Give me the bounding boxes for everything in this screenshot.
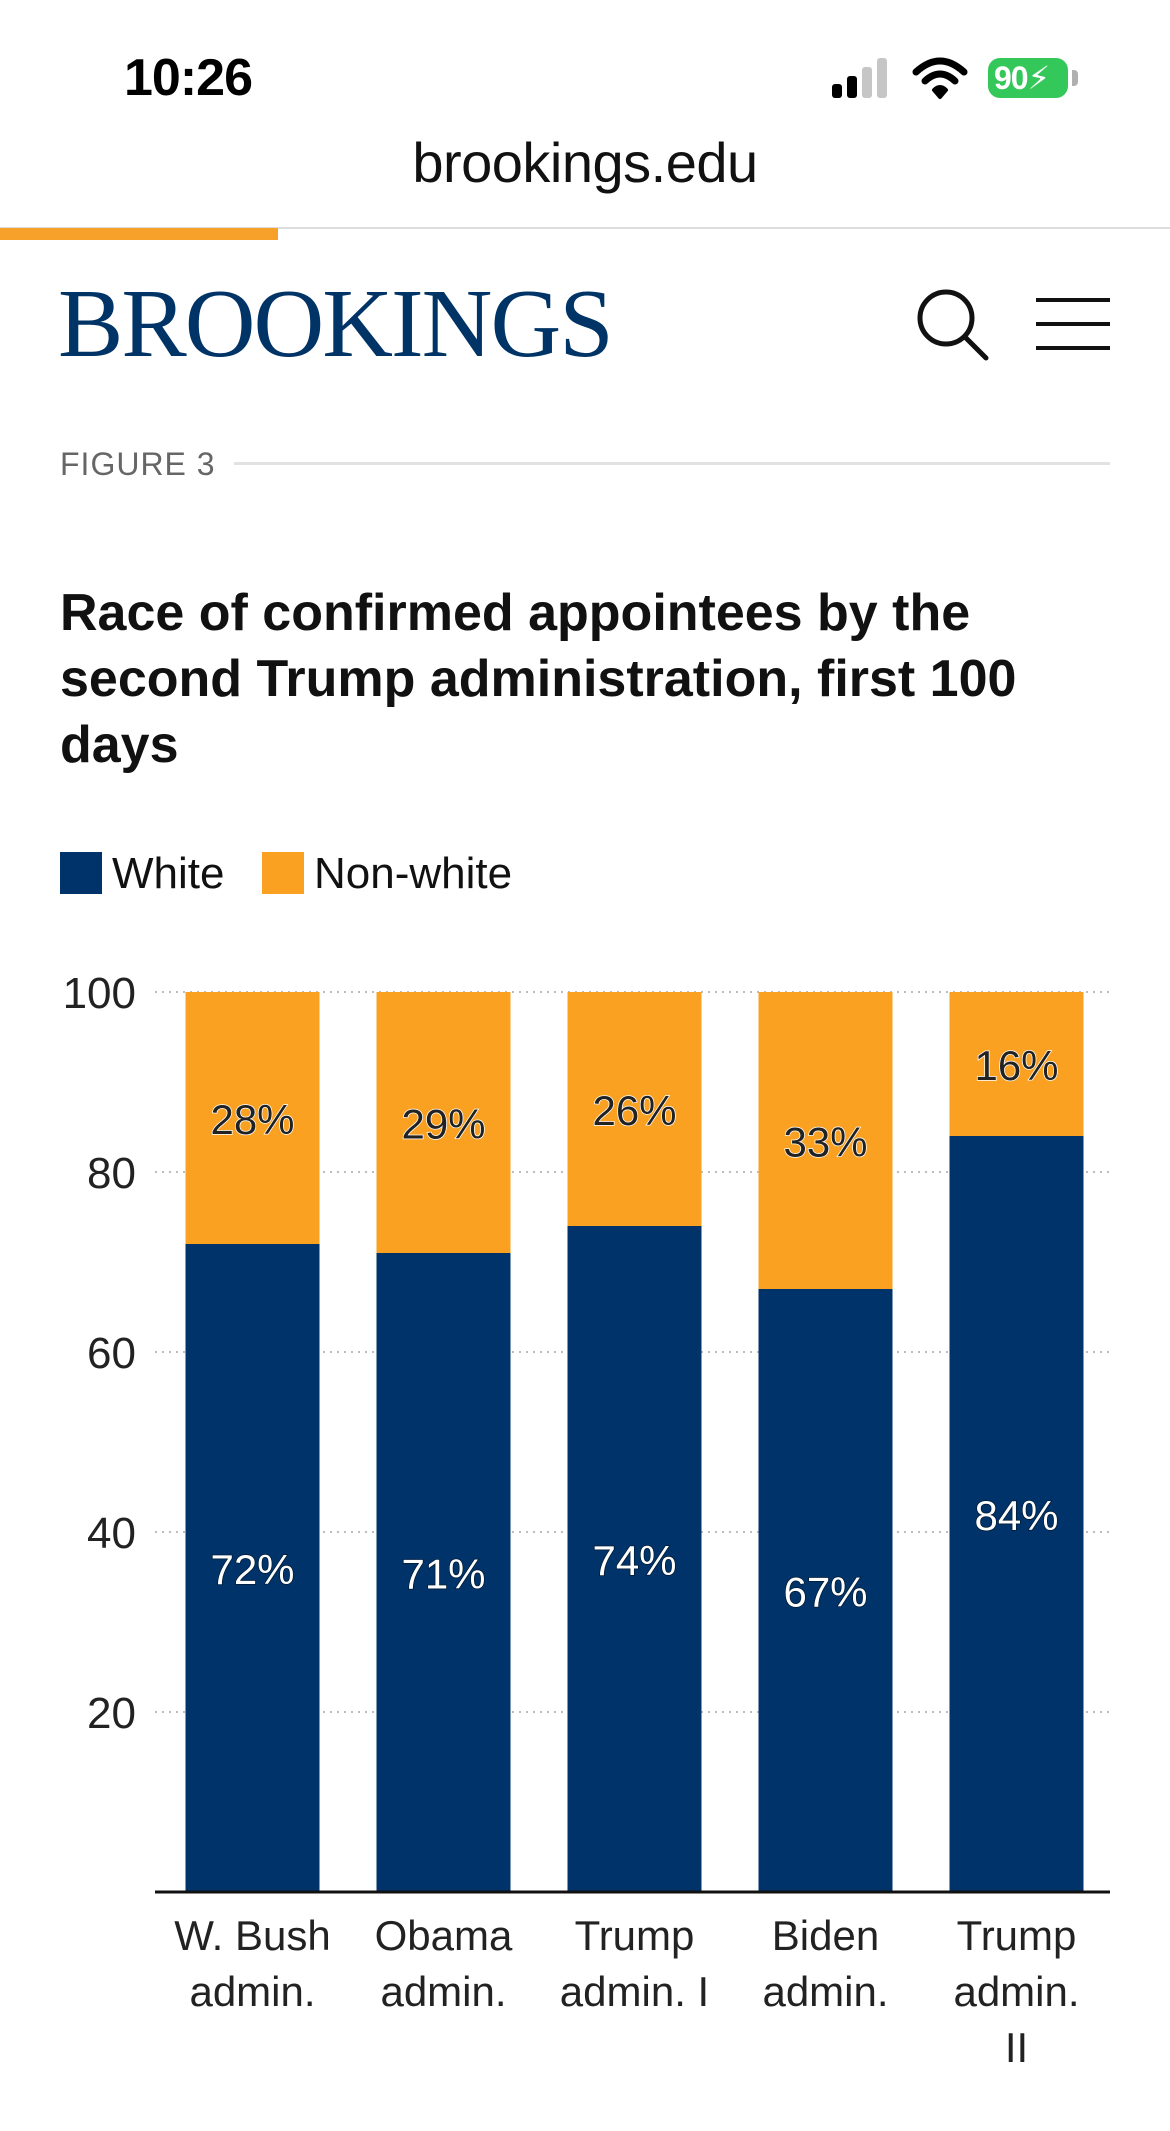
x-tick-label-4-line-1: admin. [953,1968,1079,2015]
data-label-non-white-2: 26% [592,1087,676,1134]
x-tick-label-0-line-0: W. Bush [174,1912,330,1959]
wifi-icon [912,57,968,99]
x-tick-label-4-line-0: Trump [957,1912,1077,1959]
bar-white-1 [376,1253,511,1892]
data-label-white-3: 67% [783,1569,867,1616]
data-label-white-4: 84% [974,1492,1058,1539]
bar-white-4 [949,1136,1084,1892]
figure-rule [234,462,1110,465]
search-icon[interactable] [914,286,990,362]
x-tick-label-0-line-1: admin. [189,1968,315,2015]
x-tick-label-1-line-0: Obama [375,1912,513,1959]
x-tick-label-1-line-1: admin. [380,1968,506,2015]
y-tick-label-40: 40 [87,1509,136,1558]
bar-non-white-3 [758,992,893,1289]
bar-white-0 [185,1244,320,1892]
legend-swatch-white [60,852,102,894]
chart-title: Race of confirmed appointees by the seco… [60,584,1017,774]
data-label-non-white-1: 29% [401,1101,485,1148]
y-tick-label-100: 100 [63,969,136,1018]
x-tick-label-3-line-0: Biden [772,1912,879,1959]
bar-white-3 [758,1289,893,1892]
bar-non-white-1 [376,992,511,1253]
legend-label-white: White [112,849,225,898]
data-label-non-white-0: 28% [210,1096,294,1143]
address-bar[interactable]: brookings.edu [0,120,1170,228]
x-tick-label-2-line-0: Trump [575,1912,695,1959]
battery-icon: 90⚡ [988,58,1068,98]
bar-non-white-4 [949,992,1084,1136]
url-text[interactable]: brookings.edu [412,131,758,194]
data-label-white-1: 71% [401,1551,485,1598]
url-divider [0,227,1170,229]
signal-icon [832,58,887,98]
data-label-non-white-4: 16% [974,1042,1058,1089]
status-bar: 10:26 90⚡ [0,0,1170,120]
battery-cap [1072,70,1078,86]
bar-non-white-0 [185,992,320,1244]
bar-non-white-2 [567,992,702,1226]
charging-bolt-icon: ⚡ [1027,60,1050,96]
x-tick-label-2-line-1: admin. I [560,1968,709,2015]
stacked-bar-chart: 20 40 60 80 100 72% 28% W. Bush admin. 71% 29% Obam… [63,969,1110,2071]
status-time: 10:26 [124,49,253,107]
legend-swatch-non-white [262,852,304,894]
y-tick-label-60: 60 [87,1329,136,1378]
bar-white-2 [567,1226,702,1892]
x-tick-label-4-line-2: II [1005,2024,1028,2071]
data-label-white-2: 74% [592,1537,676,1584]
brookings-logo[interactable]: BROOKINGS [58,270,614,378]
x-tick-label-3-line-1: admin. [762,1968,888,2015]
menu-icon[interactable] [1036,296,1110,352]
figure-label: FIGURE 3 [60,446,216,482]
battery-level: 90 [994,60,1029,96]
page-load-progress [0,228,278,240]
legend-label-non-white: Non-white [314,849,513,898]
y-tick-label-20: 20 [87,1689,136,1738]
data-label-non-white-3: 33% [783,1119,867,1166]
data-label-white-0: 72% [210,1546,294,1593]
y-tick-label-80: 80 [87,1149,136,1198]
status-icons: 90⚡ [830,56,1090,104]
